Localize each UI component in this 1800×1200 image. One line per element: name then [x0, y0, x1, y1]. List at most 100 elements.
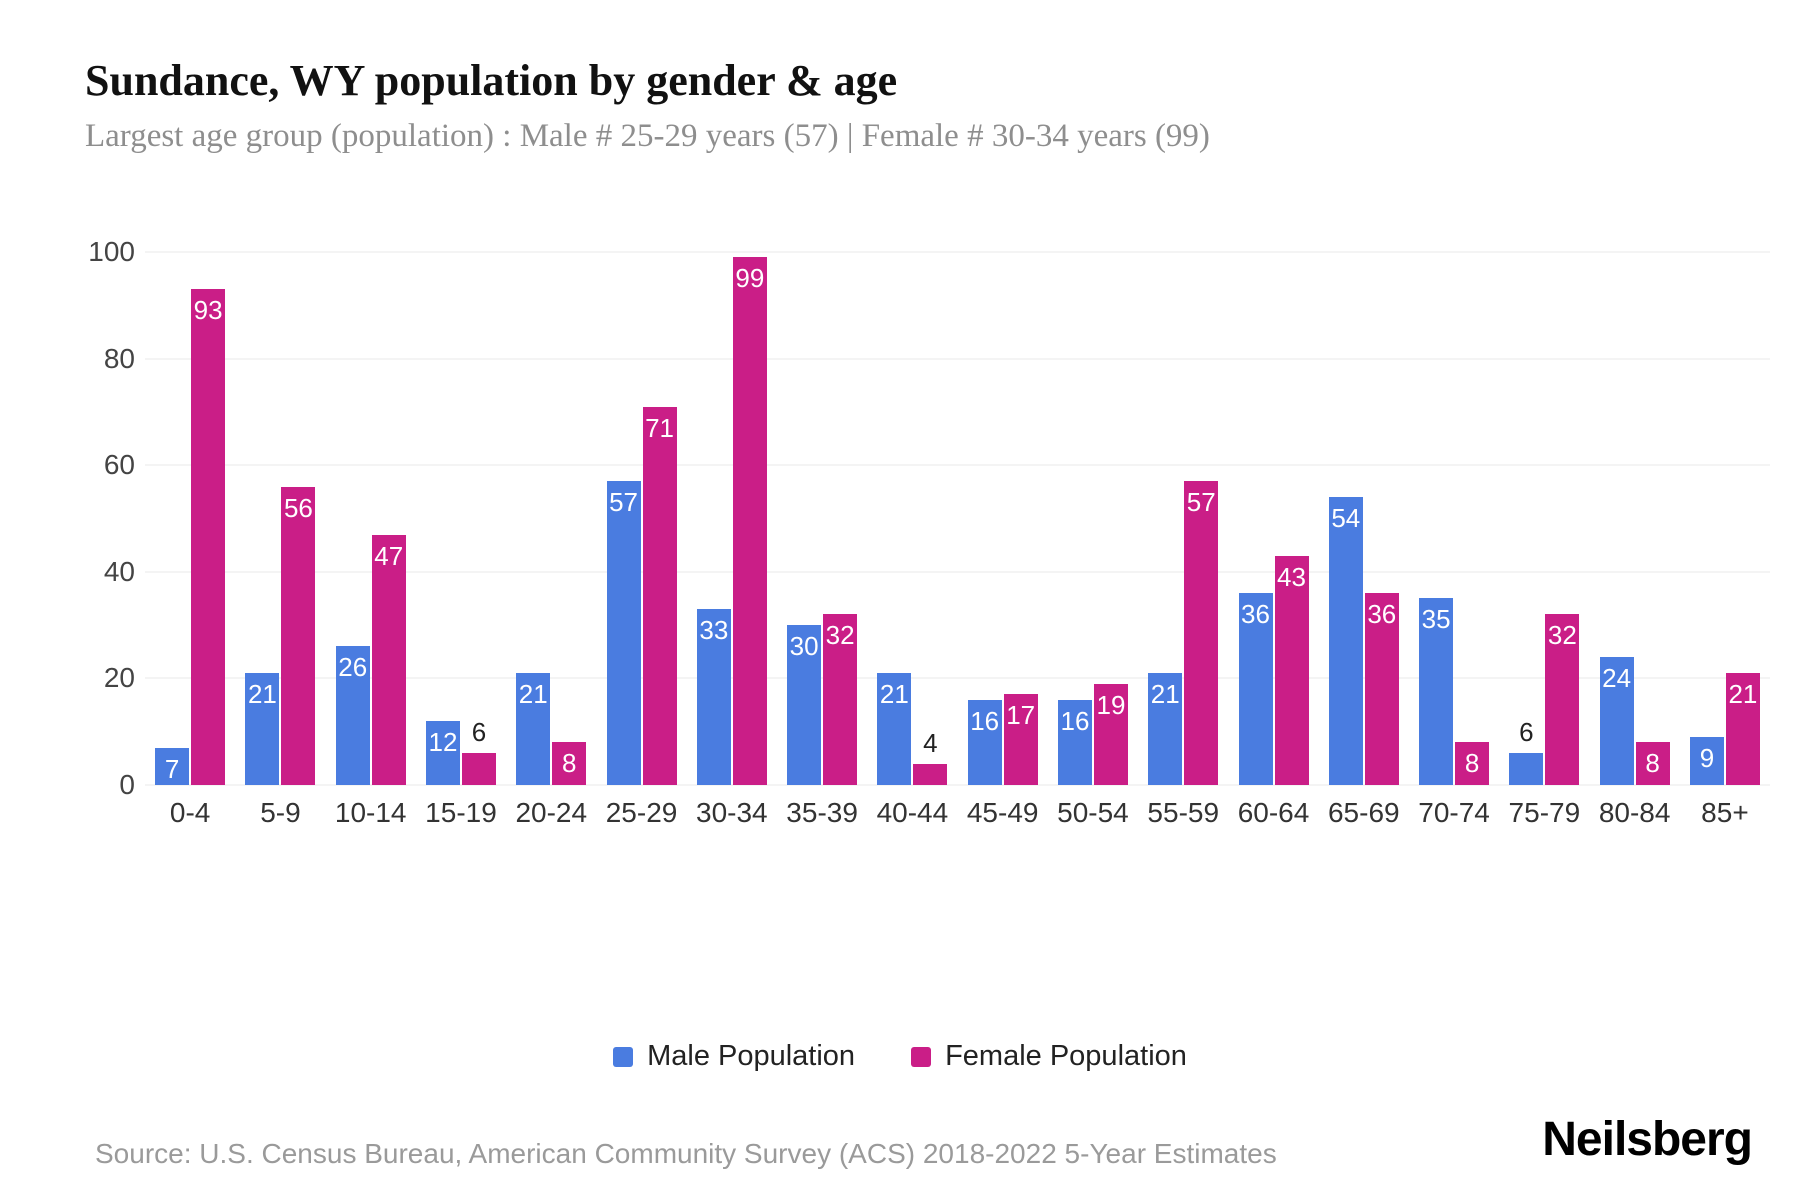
female-bar-70-74: 8: [1455, 742, 1490, 785]
bar-value-label: 21: [518, 679, 548, 710]
male-bar-55-59: 21: [1148, 673, 1183, 785]
female-bar-85+: 21: [1725, 673, 1760, 785]
bar-group-25-29: 57 71: [596, 252, 686, 785]
male-bar-5-9: 21: [245, 673, 280, 785]
male-bar-10-14: 26: [335, 646, 370, 785]
bar-value-label: 8: [562, 748, 577, 779]
female-bar-50-54: 19: [1093, 683, 1128, 785]
x-axis-label-65-69: 65-69: [1327, 797, 1400, 828]
male-bar-15-19: 12: [425, 721, 460, 785]
bar-value-label: 26: [338, 652, 368, 683]
female-bar-35-39: 32: [823, 614, 858, 785]
x-axis-label-50-54: 50-54: [1057, 797, 1129, 828]
gridline-80: [145, 358, 1770, 360]
bar-group-80-84: 24 8: [1590, 252, 1680, 785]
bar-value-label: 57: [609, 487, 639, 518]
bar-group-0-4: 7 93: [145, 252, 235, 785]
female-bar-10-14: 47: [371, 534, 406, 785]
y-axis-tick-label-20: 20: [103, 662, 135, 694]
bar-value-label: 6: [471, 717, 487, 748]
male-bar-50-54: 16: [1057, 699, 1092, 785]
male-bar-40-44: 21: [877, 673, 912, 785]
bar-value-label: 21: [1728, 679, 1758, 710]
female-bar-30-34: 99: [732, 257, 767, 785]
male-bar-75-79: 6: [1509, 719, 1544, 785]
bars-row: 7 93 21 56 26 47 12 6 21 8 57 71 33 99 30 32 21 4 16 17 16 19…: [145, 252, 1770, 785]
legend-label: Female Population: [945, 1040, 1187, 1072]
bar-value-label: 6: [1519, 717, 1534, 748]
bar-group-70-74: 35 8: [1409, 252, 1499, 785]
bar-value-label: 9: [1699, 743, 1715, 774]
x-axis-label-80-84: 80-84: [1598, 797, 1671, 828]
bar-group-55-59: 21 57: [1138, 252, 1228, 785]
x-axis-label-45-49: 45-49: [966, 797, 1039, 828]
female-bar-65-69: 36: [1364, 593, 1399, 785]
x-axis-label-30-34: 30-34: [696, 797, 768, 828]
bar-group-15-19: 12 6: [416, 252, 506, 785]
bar-value-label: 7: [164, 753, 180, 784]
male-bar-20-24: 21: [516, 673, 551, 785]
bar-value-label: 16: [1060, 705, 1090, 736]
y-axis-tick-label-60: 60: [103, 449, 135, 481]
gridline-0: [145, 784, 1770, 786]
legend-item-female[interactable]: Female Population: [911, 1040, 1187, 1073]
male-bar-70-74: 35: [1419, 598, 1454, 785]
legend: Male Population Female Population: [0, 1040, 1800, 1073]
x-axis-label-20-24: 20-24: [515, 797, 588, 828]
bar-value-label: 21: [879, 679, 909, 710]
bar-group-35-39: 30 32: [777, 252, 867, 785]
bar-value-label: 12: [428, 727, 458, 758]
chart-subtitle: Largest age group (population) : Male # …: [85, 118, 1210, 154]
bar-value-label: 56: [283, 492, 313, 523]
legend-swatch-icon: [613, 1046, 634, 1067]
legend-item-male[interactable]: Male Population: [613, 1040, 855, 1073]
x-axis-label-60-64: 60-64: [1237, 797, 1310, 828]
bar-group-45-49: 16 17: [958, 252, 1048, 785]
bar-value-label: 8: [1464, 748, 1480, 779]
bar-value-label: 93: [193, 295, 223, 326]
bar-group-50-54: 16 19: [1048, 252, 1138, 785]
bar-value-label: 4: [923, 727, 938, 758]
bar-value-label: 36: [1241, 599, 1270, 630]
bar-value-label: 30: [789, 631, 819, 662]
legend-label: Male Population: [647, 1040, 856, 1072]
y-axis-tick-label-100: 100: [88, 236, 135, 267]
male-bar-35-39: 30: [787, 625, 822, 785]
male-bar-25-29: 57: [606, 481, 641, 785]
legend-swatch-icon: [911, 1046, 932, 1067]
bar-value-label: 57: [1186, 487, 1216, 518]
female-bar-75-79: 32: [1545, 614, 1580, 785]
bar-group-5-9: 21 56: [235, 252, 325, 785]
y-axis-tick-label-0: 0: [119, 769, 135, 800]
bar-value-label: 21: [1150, 679, 1180, 710]
x-axis-label-55-59: 55-59: [1147, 797, 1220, 828]
female-bar-25-29: 71: [642, 406, 677, 785]
bar-group-30-34: 33 99: [687, 252, 777, 785]
male-bar-0-4: 7: [155, 747, 190, 785]
female-bar-15-19: 6: [461, 719, 496, 785]
bar-group-20-24: 21 8: [506, 252, 596, 785]
brand-logo: Neilsberg: [1542, 1113, 1753, 1166]
x-axis-label-35-39: 35-39: [786, 797, 858, 828]
x-axis-label-10-14: 10-14: [334, 797, 407, 828]
bar-value-label: 24: [1602, 663, 1632, 694]
bar-group-65-69: 54 36: [1319, 252, 1409, 785]
bar-value-label: 16: [970, 705, 1000, 736]
chart-title: Sundance, WY population by gender & age: [85, 56, 898, 105]
y-axis: 0 20 40 60 80 100: [40, 238, 135, 799]
x-axis-label-40-44: 40-44: [876, 797, 949, 828]
bar-value-label: 19: [1096, 689, 1126, 720]
x-axis-label-85+: 85+: [1701, 797, 1749, 828]
female-bar-80-84: 8: [1635, 742, 1670, 785]
x-axis: 0-4 5-9 10-14 15-19 20-24 25-29 30-34 35-39 40-4…: [145, 797, 1770, 829]
female-bar-0-4: 93: [191, 289, 226, 785]
y-axis-tick-label-40: 40: [103, 555, 135, 587]
x-axis-label-25-29: 25-29: [605, 797, 678, 828]
bar-group-75-79: 6 32: [1499, 252, 1589, 785]
bar-group-60-64: 36 43: [1228, 252, 1318, 785]
x-axis-label-15-19: 15-19: [425, 797, 497, 828]
source-attribution: Source: U.S. Census Bureau, American Com…: [95, 1138, 1277, 1169]
bar-value-label: 21: [247, 679, 277, 710]
bar-value-label: 71: [645, 412, 675, 443]
